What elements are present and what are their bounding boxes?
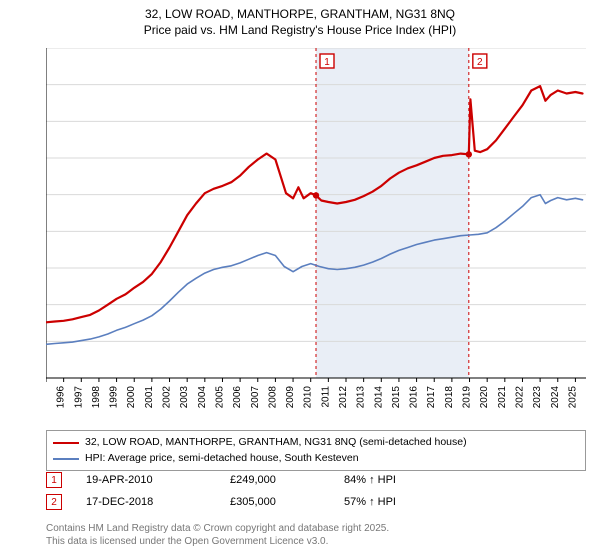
attribution-line-1: Contains HM Land Registry data © Crown c… [46,522,586,535]
x-tick-label: 2014 [373,386,384,409]
x-tick-label: 2000 [126,386,137,409]
sale-row-price: £305,000 [230,496,320,508]
legend-label: HPI: Average price, semi-detached house,… [85,451,359,467]
sale-row-price: £249,000 [230,474,320,486]
x-tick-label: 2007 [250,386,261,409]
x-tick-label: 2008 [267,386,278,409]
line-chart: £0£50K£100K£150K£200K£250K£300K£350K£400… [46,48,586,418]
attribution: Contains HM Land Registry data © Crown c… [46,522,586,548]
x-tick-label: 2006 [232,386,243,409]
x-tick-label: 2011 [320,386,331,408]
x-tick-label: 2017 [426,386,437,409]
x-tick-label: 1999 [109,386,120,409]
x-tick-label: 2002 [162,386,173,409]
x-tick-label: 2003 [179,386,190,409]
shaded-region [316,48,469,378]
sale-row-date: 17-DEC-2018 [86,496,206,508]
chart-svg: £0£50K£100K£150K£200K£250K£300K£350K£400… [46,48,586,418]
x-tick-label: 2012 [338,386,349,409]
legend-label: 32, LOW ROAD, MANTHORPE, GRANTHAM, NG31 … [85,435,467,451]
legend-swatch [53,442,79,444]
x-tick-label: 2020 [479,386,490,409]
sale-row-marker: 2 [46,494,62,510]
legend-row: 32, LOW ROAD, MANTHORPE, GRANTHAM, NG31 … [53,435,579,451]
sale-row: 2 17-DEC-2018 £305,000 57% ↑ HPI [46,494,586,510]
x-tick-label: 1995 [46,386,49,409]
x-tick-label: 2022 [514,386,525,409]
x-tick-label: 1997 [73,386,84,409]
legend-row: HPI: Average price, semi-detached house,… [53,451,579,467]
sale-row-date: 19-APR-2010 [86,474,206,486]
x-tick-label: 2024 [550,386,561,409]
title-line-1: 32, LOW ROAD, MANTHORPE, GRANTHAM, NG31 … [0,6,600,22]
legend-swatch [53,458,79,460]
attribution-line-2: This data is licensed under the Open Gov… [46,535,586,548]
x-tick-label: 2013 [356,386,367,409]
x-tick-label: 1996 [56,386,67,409]
x-tick-label: 1998 [91,386,102,409]
x-tick-label: 2019 [462,386,473,409]
x-tick-label: 2021 [497,386,508,409]
sale-row-pct: 84% ↑ HPI [344,474,396,486]
sale-marker-label: 2 [477,57,483,68]
sale-marker-label: 1 [324,57,330,68]
x-tick-label: 2018 [444,386,455,409]
x-tick-label: 2015 [391,386,402,409]
x-tick-label: 2016 [409,386,420,409]
x-tick-label: 2004 [197,386,208,409]
title-line-2: Price paid vs. HM Land Registry's House … [0,22,600,38]
legend: 32, LOW ROAD, MANTHORPE, GRANTHAM, NG31 … [46,430,586,471]
chart-title-block: 32, LOW ROAD, MANTHORPE, GRANTHAM, NG31 … [0,0,600,38]
sale-row-pct: 57% ↑ HPI [344,496,396,508]
x-tick-label: 2010 [303,386,314,409]
x-tick-label: 2009 [285,386,296,409]
x-tick-label: 2025 [567,386,578,409]
x-tick-label: 2023 [532,386,543,409]
x-tick-label: 2005 [214,386,225,409]
sale-row-marker: 1 [46,472,62,488]
x-tick-label: 2001 [144,386,155,409]
sale-row: 1 19-APR-2010 £249,000 84% ↑ HPI [46,472,586,488]
series-hpi [46,195,583,345]
sales-table: 1 19-APR-2010 £249,000 84% ↑ HPI 2 17-DEC-201… [46,472,586,516]
